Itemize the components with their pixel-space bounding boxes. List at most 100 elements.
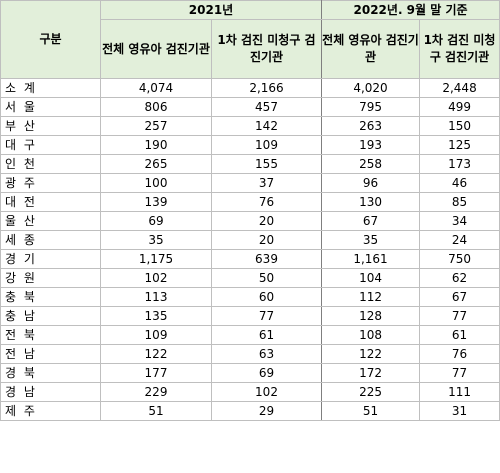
cell-unclaimed-2021: 102 xyxy=(210,382,323,402)
cell-total-2022: 96 xyxy=(321,173,421,193)
cell-total-2022: 4,020 xyxy=(321,78,421,98)
cell-unclaimed-2021: 76 xyxy=(210,192,323,212)
header-row-period: 구분 2021년 2022년. 9월 말 기준 xyxy=(0,0,500,79)
table-row: 세 종 35 20 35 24 xyxy=(0,230,500,250)
cell-region: 전 북 xyxy=(0,325,101,345)
table-row: 대 구 190 109 193 125 xyxy=(0,135,500,155)
cell-total-2022: 193 xyxy=(321,135,421,155)
cell-unclaimed-2022: 85 xyxy=(419,192,500,212)
cell-region: 전 남 xyxy=(0,344,101,364)
cell-region: 제 주 xyxy=(0,401,101,421)
cell-total-2022: 795 xyxy=(321,97,421,117)
cell-unclaimed-2021: 20 xyxy=(210,211,323,231)
cell-total-2021: 35 xyxy=(100,230,212,250)
cell-region: 부 산 xyxy=(0,116,101,136)
cell-unclaimed-2021: 457 xyxy=(210,97,323,117)
cell-region: 충 남 xyxy=(0,306,101,326)
cell-total-2022: 51 xyxy=(321,401,421,421)
header-category: 구분 xyxy=(0,0,101,79)
checkup-institutions-table: 구분 2021년 2022년. 9월 말 기준 전체 영유아 검진기관 1차 검… xyxy=(0,0,500,421)
cell-total-2021: 4,074 xyxy=(100,78,212,98)
table-row: 부 산 257 142 263 150 xyxy=(0,116,500,136)
cell-total-2022: 128 xyxy=(321,306,421,326)
table-row: 울 산 69 20 67 34 xyxy=(0,211,500,231)
cell-total-2021: 257 xyxy=(100,116,212,136)
cell-unclaimed-2021: 69 xyxy=(210,363,323,383)
cell-unclaimed-2022: 2,448 xyxy=(419,78,500,98)
header-row-columns: 전체 영유아 검진기관 1차 검진 미청구 검진기관 전체 영유아 검진기관 1… xyxy=(1,19,500,79)
header-2021-unclaimed: 1차 검진 미청구 검진기관 xyxy=(210,19,323,79)
cell-total-2022: 35 xyxy=(321,230,421,250)
cell-unclaimed-2022: 125 xyxy=(419,135,500,155)
cell-total-2021: 122 xyxy=(100,344,212,364)
table-row: 경 남 229 102 225 111 xyxy=(0,382,500,402)
cell-unclaimed-2021: 2,166 xyxy=(210,78,323,98)
cell-unclaimed-2022: 46 xyxy=(419,173,500,193)
cell-region: 인 천 xyxy=(0,154,101,174)
cell-total-2021: 69 xyxy=(100,211,212,231)
header-period-2022: 2022년. 9월 말 기준 xyxy=(321,0,500,20)
cell-total-2021: 265 xyxy=(100,154,212,174)
cell-unclaimed-2021: 60 xyxy=(210,287,323,307)
cell-total-2021: 102 xyxy=(100,268,212,288)
cell-unclaimed-2022: 76 xyxy=(419,344,500,364)
table-row: 전 북 109 61 108 61 xyxy=(0,325,500,345)
cell-unclaimed-2022: 67 xyxy=(419,287,500,307)
cell-unclaimed-2021: 109 xyxy=(210,135,323,155)
cell-unclaimed-2022: 77 xyxy=(419,306,500,326)
table-row: 경 북 177 69 172 77 xyxy=(0,363,500,383)
cell-region: 대 구 xyxy=(0,135,101,155)
cell-total-2022: 130 xyxy=(321,192,421,212)
cell-total-2022: 108 xyxy=(321,325,421,345)
cell-total-2022: 1,161 xyxy=(321,249,421,269)
cell-unclaimed-2022: 62 xyxy=(419,268,500,288)
cell-region: 경 남 xyxy=(0,382,101,402)
cell-unclaimed-2021: 77 xyxy=(210,306,323,326)
cell-total-2021: 113 xyxy=(100,287,212,307)
cell-unclaimed-2021: 61 xyxy=(210,325,323,345)
cell-total-2021: 177 xyxy=(100,363,212,383)
cell-total-2021: 135 xyxy=(100,306,212,326)
cell-region: 광 주 xyxy=(0,173,101,193)
table-row: 광 주 100 37 96 46 xyxy=(0,173,500,193)
cell-total-2022: 258 xyxy=(321,154,421,174)
cell-unclaimed-2022: 499 xyxy=(419,97,500,117)
table-row: 인 천 265 155 258 173 xyxy=(0,154,500,174)
header-2021-total: 전체 영유아 검진기관 xyxy=(100,19,212,79)
cell-total-2022: 225 xyxy=(321,382,421,402)
cell-unclaimed-2021: 142 xyxy=(210,116,323,136)
cell-unclaimed-2021: 20 xyxy=(210,230,323,250)
cell-region: 소 계 xyxy=(0,78,101,98)
cell-region: 강 원 xyxy=(0,268,101,288)
cell-total-2022: 122 xyxy=(321,344,421,364)
table-row: 전 남 122 63 122 76 xyxy=(0,344,500,364)
cell-total-2021: 100 xyxy=(100,173,212,193)
cell-region: 대 전 xyxy=(0,192,101,212)
table-row: 강 원 102 50 104 62 xyxy=(0,268,500,288)
cell-total-2021: 139 xyxy=(100,192,212,212)
cell-region: 서 울 xyxy=(0,97,101,117)
cell-unclaimed-2021: 37 xyxy=(210,173,323,193)
table-row: 대 전 139 76 130 85 xyxy=(0,192,500,212)
cell-total-2022: 112 xyxy=(321,287,421,307)
cell-region: 경 기 xyxy=(0,249,101,269)
cell-region: 세 종 xyxy=(0,230,101,250)
cell-unclaimed-2021: 63 xyxy=(210,344,323,364)
table-row-subtotal: 소 계 4,074 2,166 4,020 2,448 xyxy=(0,78,500,98)
cell-total-2022: 172 xyxy=(321,363,421,383)
cell-region: 울 산 xyxy=(0,211,101,231)
cell-total-2021: 1,175 xyxy=(100,249,212,269)
cell-unclaimed-2022: 24 xyxy=(419,230,500,250)
cell-unclaimed-2022: 150 xyxy=(419,116,500,136)
cell-total-2021: 51 xyxy=(100,401,212,421)
cell-total-2021: 190 xyxy=(100,135,212,155)
header-2022-total: 전체 영유아 검진기관 xyxy=(321,19,421,79)
table-row: 충 남 135 77 128 77 xyxy=(0,306,500,326)
cell-total-2021: 109 xyxy=(100,325,212,345)
table-body: 소 계 4,074 2,166 4,020 2,448 서 울 806 457 795 499 부 … xyxy=(0,78,500,421)
cell-unclaimed-2021: 639 xyxy=(210,249,323,269)
cell-total-2022: 67 xyxy=(321,211,421,231)
cell-unclaimed-2021: 29 xyxy=(210,401,323,421)
cell-region: 충 북 xyxy=(0,287,101,307)
cell-total-2021: 229 xyxy=(100,382,212,402)
